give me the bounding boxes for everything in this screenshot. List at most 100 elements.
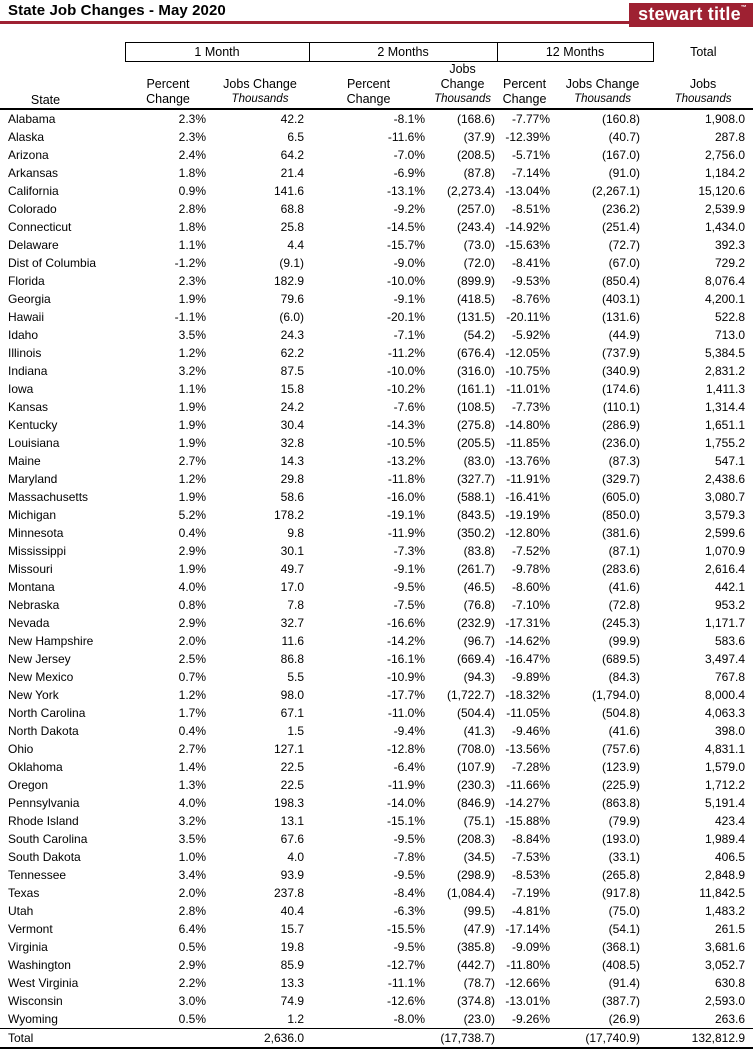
2m-percent-change-cell: -11.0%: [387, 706, 426, 720]
2m-jobs-change-cell: (442.7): [457, 958, 496, 972]
table-row: Kentucky 1.9% 30.4 -14.3% (275.8) -14.80% (286…: [0, 416, 753, 434]
12m-jobs-change-cell: (689.5): [602, 652, 641, 666]
table-row: California 0.9% 141.6 -13.1% (2,273.4) -13.04…: [0, 182, 753, 200]
1m-percent-change-cell: 0.9%: [178, 184, 206, 198]
header-line: Percent: [502, 77, 547, 91]
2m-percent-change-cell: -14.5%: [386, 220, 426, 234]
1m-percent-change-cell: 1.2%: [178, 688, 206, 702]
12m-percent-change-cell: -11.05%: [506, 706, 551, 720]
2m-jobs-change-cell: (83.8): [463, 544, 496, 558]
12m-percent-change-cell: -8.76%: [512, 292, 551, 306]
12m-percent-change-cell: -4.81%: [512, 904, 551, 918]
total-jobs-cell: 4,063.3: [704, 706, 746, 720]
1m-jobs-change-cell: 68.8: [280, 202, 305, 216]
total-jobs-cell: 263.6: [715, 1012, 746, 1026]
12m-jobs-change-cell: (757.6): [602, 742, 641, 756]
2m-percent-change-cell: -12.7%: [386, 958, 426, 972]
12m-percent-change-cell: -14.80%: [505, 418, 551, 432]
2m-jobs-change-cell: (23.0): [463, 1012, 496, 1026]
2m-jobs-change-cell: (131.5): [457, 310, 496, 324]
state-cell: North Dakota: [8, 724, 79, 738]
table-row: Massachusetts 1.9% 58.6 -16.0% (588.1) -16.41…: [0, 488, 753, 506]
1m-percent-change-cell: 3.2%: [178, 814, 206, 828]
2m-percent-change-cell: -7.6%: [393, 400, 426, 414]
header-line: Change: [146, 92, 190, 106]
state-cell: Montana: [8, 580, 55, 594]
12m-percent-change-cell: -7.53%: [512, 850, 551, 864]
total-jobs-cell: 11,842.5: [699, 886, 746, 900]
12m-jobs-change-cell: (265.8): [602, 868, 641, 882]
12m-percent-change-cell: -5.71%: [512, 148, 551, 162]
1m-jobs-change-cell: 21.4: [280, 166, 305, 180]
table-row: Rhode Island 3.2% 13.1 -15.1% (75.1) -15.88% (…: [0, 812, 753, 830]
2m-percent-change-cell: -16.0%: [386, 490, 426, 504]
2m-percent-change-cell: -10.9%: [386, 670, 426, 684]
2m-jobs-change-cell: (230.3): [457, 778, 496, 792]
1m-jobs-change-cell: 58.6: [280, 490, 305, 504]
2m-jobs-change-cell: (54.2): [463, 328, 496, 342]
1m-percent-change-cell: 1.4%: [178, 760, 206, 774]
2m-percent-change-cell: -9.2%: [393, 202, 426, 216]
12m-jobs-change-cell: (91.4): [608, 976, 641, 990]
1m-jobs-change-cell: 198.3: [273, 796, 305, 810]
1m-jobs-change-cell: 127.1: [273, 742, 305, 756]
1m-percent-change-cell: 3.5%: [178, 328, 206, 342]
header-line: Percent: [346, 77, 391, 91]
1m-jobs-change-cell: (9.1): [279, 256, 305, 270]
12m-jobs-change-cell: (79.9): [608, 814, 641, 828]
1m-jobs-change-cell: 237.8: [273, 886, 305, 900]
2m-percent-change-cell: -6.3%: [393, 904, 426, 918]
12m-percent-change-cell: -8.84%: [512, 832, 551, 846]
2m-jobs-change-cell: (846.9): [457, 796, 496, 810]
table-row: Nevada 2.9% 32.7 -16.6% (232.9) -17.31% (245.3…: [0, 614, 753, 632]
state-job-changes-table: 1 Month 2 Months 12 Months Total State P…: [0, 42, 753, 1049]
12m-jobs-change-cell: (329.7): [602, 472, 641, 486]
2m-jobs-change-cell: (257.0): [457, 202, 496, 216]
1m-jobs-change-cell: 29.8: [280, 472, 305, 486]
2m-percent-change-cell: -8.1%: [393, 112, 426, 126]
12m-jobs-change-cell: (54.1): [608, 922, 641, 936]
state-cell: Dist of Columbia: [8, 256, 97, 270]
2m-jobs-change-cell: (161.1): [457, 382, 496, 396]
table-row: North Dakota 0.4% 1.5 -9.4% (41.3) -9.46% (41.…: [0, 722, 753, 740]
state-cell: California: [8, 184, 59, 198]
table-row: Arkansas 1.8% 21.4 -6.9% (87.8) -7.14% (91.0) 1…: [0, 164, 753, 182]
12m-jobs-change-cell: (917.8): [602, 886, 641, 900]
total-jobs-cell: 713.0: [715, 328, 746, 342]
table-row: Oklahoma 1.4% 22.5 -6.4% (107.9) -7.28% (123.9…: [0, 758, 753, 776]
12m-percent-change-cell: -14.27%: [505, 796, 551, 810]
2m-percent-change-cell: -14.0%: [386, 796, 426, 810]
12m-percent-change-cell: -16.47%: [505, 652, 551, 666]
total-jobs-cell: 423.4: [715, 814, 746, 828]
state-cell: Virginia: [8, 940, 48, 954]
state-cell: South Dakota: [8, 850, 81, 864]
state-cell: Utah: [8, 904, 34, 918]
2m-jobs-change-cell: (96.7): [463, 634, 496, 648]
2m-jobs-change-cell: (504.4): [457, 706, 496, 720]
1m-jobs-change-cell: 11.6: [281, 634, 305, 648]
state-cell: Iowa: [8, 382, 34, 396]
1m-jobs-change-cell: 5.5: [287, 670, 305, 684]
state-cell: Alabama: [8, 112, 56, 126]
1m-percent-change-cell: 2.7%: [178, 454, 206, 468]
state-cell: Wisconsin: [8, 994, 63, 1008]
2m-jobs-change-cell: (75.1): [463, 814, 496, 828]
state-cell: Delaware: [8, 238, 59, 252]
12m-percent-change-cell: -7.52%: [512, 544, 551, 558]
1m-percent-change-cell: 0.8%: [178, 598, 206, 612]
12m-percent-change-cell: -7.77%: [512, 112, 551, 126]
2m-percent-change-cell: -6.9%: [393, 166, 426, 180]
total-jobs-cell: 1,579.0: [704, 760, 746, 774]
table-row: South Dakota 1.0% 4.0 -7.8% (34.5) -7.53% (33.…: [0, 848, 753, 866]
1m-jobs-change-cell: (6.0): [279, 310, 305, 324]
total-jobs-cell: 1,171.7: [704, 616, 746, 630]
1m-jobs-change-cell: 19.8: [280, 940, 305, 954]
12m-jobs-change-cell: (403.1): [602, 292, 641, 306]
total-jobs-header: Jobs Thousands: [653, 61, 753, 110]
1m-percent-change-cell: 2.3%: [178, 274, 206, 288]
12m-percent-change-cell: -12.05%: [505, 346, 551, 360]
2m-percent-change-cell: -11.9%: [387, 526, 426, 540]
table-row: Virginia 0.5% 19.8 -9.5% (385.8) -9.09% (368.1…: [0, 938, 753, 956]
state-cell: Florida: [8, 274, 45, 288]
table-row: Hawaii -1.1% (6.0) -20.1% (131.5) -20.11% (131…: [0, 308, 753, 326]
